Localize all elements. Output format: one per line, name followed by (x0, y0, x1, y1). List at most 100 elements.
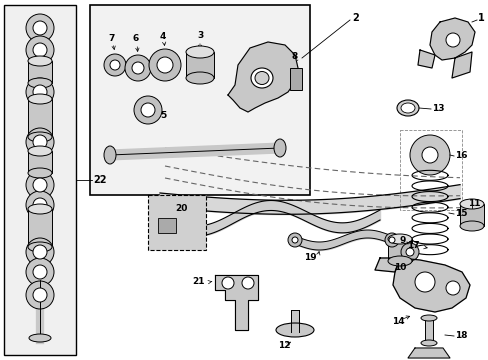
Ellipse shape (29, 334, 51, 342)
Circle shape (33, 43, 47, 57)
Text: 10: 10 (393, 264, 406, 273)
Circle shape (291, 237, 297, 243)
Text: 5: 5 (160, 111, 166, 120)
Text: 17: 17 (407, 240, 419, 249)
Text: 2: 2 (351, 13, 358, 23)
Text: 1: 1 (477, 13, 484, 23)
Bar (424, 318, 432, 343)
Circle shape (242, 277, 253, 289)
Polygon shape (215, 275, 258, 330)
Circle shape (33, 265, 47, 279)
Polygon shape (451, 52, 471, 78)
Ellipse shape (445, 33, 459, 47)
Circle shape (26, 14, 54, 42)
Bar (28, 151, 52, 173)
Ellipse shape (273, 139, 285, 157)
Ellipse shape (420, 315, 436, 321)
Circle shape (26, 258, 54, 286)
Text: 16: 16 (454, 150, 467, 159)
Ellipse shape (28, 56, 52, 66)
Ellipse shape (420, 340, 436, 346)
Circle shape (421, 147, 437, 163)
Polygon shape (417, 50, 434, 68)
Text: 13: 13 (431, 104, 444, 113)
Polygon shape (227, 42, 297, 112)
Text: 18: 18 (454, 330, 467, 339)
Polygon shape (392, 258, 469, 312)
Circle shape (388, 237, 394, 243)
Ellipse shape (459, 199, 483, 209)
Circle shape (33, 135, 47, 149)
Circle shape (26, 171, 54, 199)
Ellipse shape (28, 132, 52, 142)
Circle shape (132, 62, 143, 74)
Ellipse shape (28, 204, 52, 214)
Text: 19: 19 (303, 253, 316, 262)
Ellipse shape (28, 146, 52, 156)
Circle shape (33, 21, 47, 35)
Ellipse shape (28, 94, 52, 104)
Bar (28, 209, 52, 247)
Circle shape (33, 85, 47, 99)
Text: 15: 15 (454, 208, 467, 217)
Text: 9: 9 (399, 235, 405, 244)
Text: 12: 12 (278, 341, 290, 350)
Ellipse shape (250, 68, 272, 88)
Bar (387, 239, 411, 261)
Bar (290, 310, 298, 332)
Circle shape (104, 54, 126, 76)
Ellipse shape (28, 78, 52, 88)
Text: 20: 20 (175, 203, 187, 212)
Text: 21: 21 (192, 276, 204, 285)
Bar (158, 218, 176, 233)
Ellipse shape (400, 103, 414, 113)
Polygon shape (374, 258, 399, 272)
Ellipse shape (459, 221, 483, 231)
Text: 11: 11 (467, 198, 480, 207)
Circle shape (33, 245, 47, 259)
Text: 4: 4 (160, 32, 166, 41)
Ellipse shape (28, 242, 52, 252)
Circle shape (157, 57, 173, 73)
Circle shape (287, 233, 302, 247)
Ellipse shape (254, 72, 268, 85)
Text: 22: 22 (93, 175, 106, 185)
Polygon shape (407, 348, 449, 358)
Bar (289, 68, 302, 90)
Circle shape (110, 60, 120, 70)
Circle shape (400, 243, 418, 261)
Circle shape (134, 96, 162, 124)
Circle shape (26, 128, 54, 156)
Circle shape (149, 49, 181, 81)
Circle shape (33, 288, 47, 302)
Circle shape (26, 78, 54, 106)
Bar (399, 130, 461, 210)
Bar (28, 61, 52, 83)
Text: 14: 14 (391, 318, 404, 327)
Bar (148, 195, 205, 250)
Circle shape (222, 277, 234, 289)
Text: 8: 8 (291, 51, 298, 60)
Ellipse shape (275, 323, 313, 337)
Bar (28, 99, 52, 137)
Circle shape (141, 103, 155, 117)
Text: 3: 3 (197, 31, 203, 40)
Text: 7: 7 (109, 33, 115, 42)
Circle shape (33, 178, 47, 192)
Ellipse shape (387, 256, 411, 266)
Circle shape (26, 238, 54, 266)
Circle shape (414, 272, 434, 292)
Bar (459, 204, 483, 226)
Circle shape (26, 36, 54, 64)
Ellipse shape (387, 234, 411, 244)
Polygon shape (429, 18, 474, 60)
Ellipse shape (104, 146, 116, 164)
Circle shape (445, 281, 459, 295)
Circle shape (405, 248, 413, 256)
Circle shape (26, 191, 54, 219)
Circle shape (125, 55, 151, 81)
Circle shape (26, 281, 54, 309)
Ellipse shape (28, 168, 52, 178)
Bar (90, 5, 309, 195)
Bar (4, 5, 76, 355)
